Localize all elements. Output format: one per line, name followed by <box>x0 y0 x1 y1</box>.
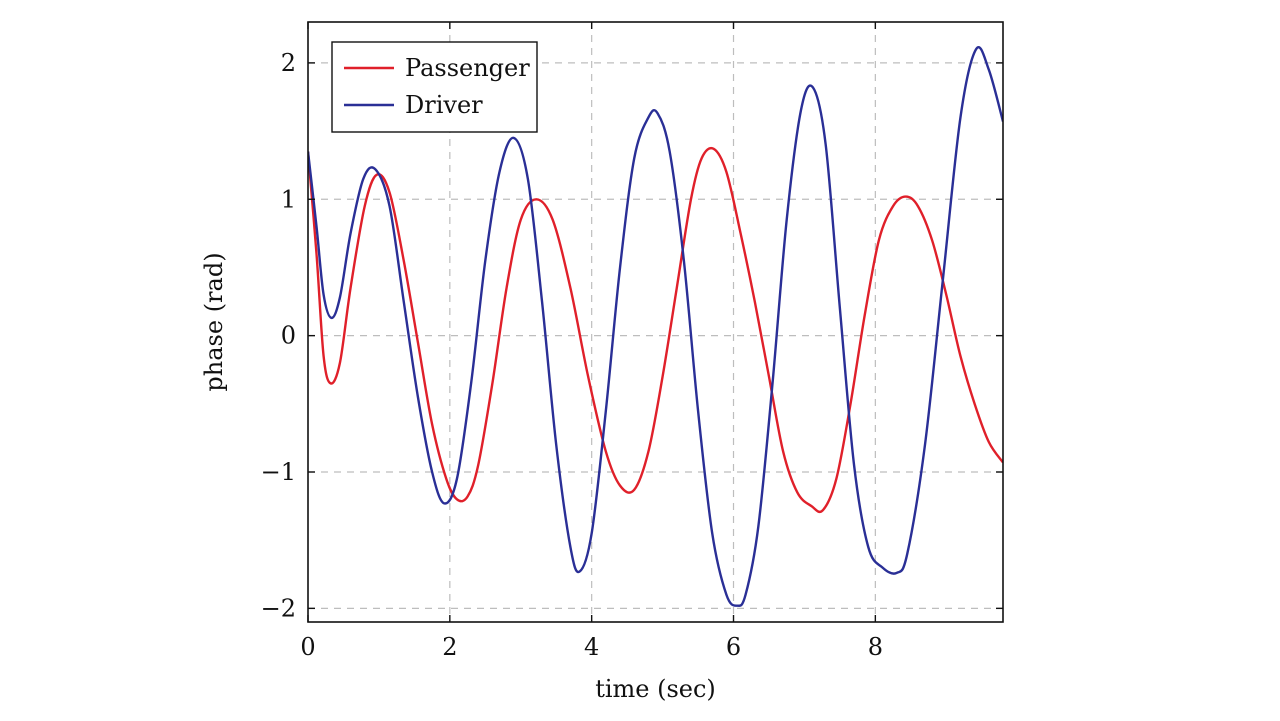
y-axis-label: phase (rad) <box>200 252 228 391</box>
legend: Passenger Driver <box>331 41 538 133</box>
x-tick-label: 0 <box>300 633 315 661</box>
legend-label-driver: Driver <box>405 91 483 119</box>
x-tick-label: 6 <box>726 633 741 661</box>
x-tick-label: 2 <box>442 633 457 661</box>
axis-ticks <box>307 22 1003 622</box>
grid <box>308 22 1003 622</box>
x-axis-label: time (sec) <box>595 675 716 703</box>
x-tick-label: 8 <box>868 633 883 661</box>
y-tick-label: 0 <box>281 322 296 350</box>
y-tick-label: 2 <box>281 49 296 77</box>
legend-label-passenger: Passenger <box>405 54 530 82</box>
plot-frame <box>307 21 1004 623</box>
driver-series-line <box>308 46 1003 607</box>
series-lines <box>308 46 1003 607</box>
legend-box <box>331 41 538 133</box>
y-tick-label: −1 <box>261 458 296 486</box>
x-tick-label: 4 <box>584 633 599 661</box>
y-tick-label: 1 <box>281 185 296 213</box>
y-tick-label: −2 <box>261 594 296 622</box>
tick-labels: 0 2 4 6 8 −2 −1 0 1 2 <box>261 49 883 661</box>
passenger-series-line <box>308 146 1003 514</box>
